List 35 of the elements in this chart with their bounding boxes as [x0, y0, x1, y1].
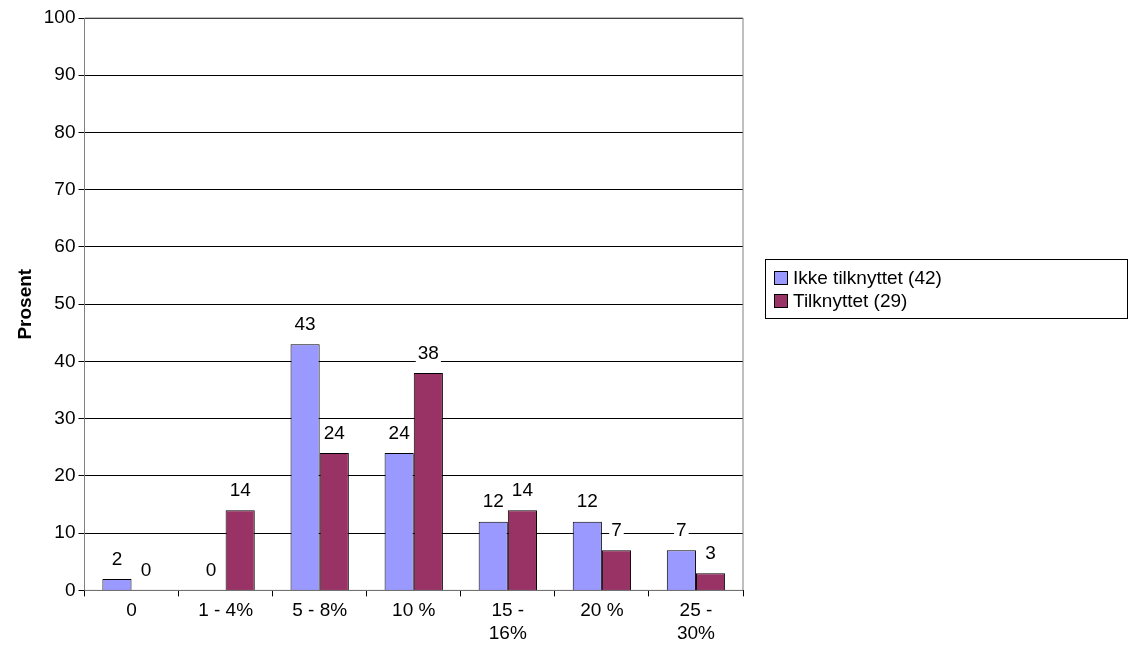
- data-label: 24: [323, 421, 346, 443]
- x-tick-label: 0: [126, 599, 137, 621]
- x-tick-label: 1 - 4%: [198, 599, 254, 621]
- data-label: 3: [705, 541, 716, 563]
- x-tick-label: 25 - 30%: [676, 599, 716, 643]
- y-tick-label: 60: [54, 235, 76, 257]
- legend-label: Ikke tilknyttet (42): [793, 266, 942, 290]
- data-label: 2: [111, 547, 123, 569]
- legend-label: Tilknyttet (29): [793, 289, 908, 313]
- x-tick-label: 15 - 16%: [488, 599, 527, 643]
- y-tick-label: 70: [54, 177, 76, 199]
- y-axis-title: Prosent: [13, 268, 35, 340]
- y-tick-label: 30: [54, 406, 76, 428]
- data-label: 38: [417, 341, 439, 363]
- data-label: 0: [140, 559, 152, 581]
- data-label: 43: [294, 313, 316, 334]
- x-tick-label: 10 %: [392, 599, 436, 621]
- data-label: 7: [676, 519, 687, 541]
- data-label: 24: [388, 421, 411, 443]
- x-tick-label: 20 %: [580, 599, 624, 621]
- data-label: 7: [611, 519, 622, 541]
- data-label: 14: [229, 479, 252, 500]
- data-label: 12: [576, 490, 598, 512]
- data-label: 0: [205, 559, 217, 581]
- y-tick-label: 90: [54, 63, 76, 85]
- x-tick-label: 5 - 8%: [292, 599, 348, 621]
- y-tick-label: 0: [64, 578, 76, 600]
- data-label: 12: [482, 490, 504, 512]
- data-label: 14: [511, 479, 534, 500]
- y-tick-label: 80: [54, 120, 76, 142]
- y-tick-label: 100: [43, 6, 76, 28]
- y-tick-label: 10: [54, 521, 76, 543]
- y-tick-label: 40: [54, 349, 76, 371]
- y-tick-label: 20: [54, 464, 76, 486]
- y-tick-label: 50: [54, 292, 76, 314]
